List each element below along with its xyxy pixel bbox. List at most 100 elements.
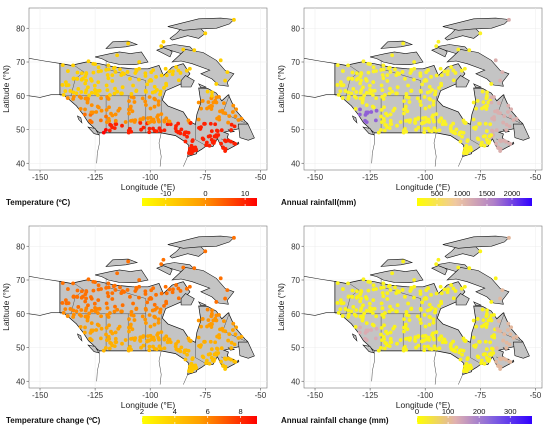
station-point <box>401 41 406 46</box>
station-point <box>350 288 355 293</box>
station-point <box>374 326 379 331</box>
station-point <box>152 302 157 307</box>
station-point <box>434 330 439 335</box>
station-point <box>460 352 464 357</box>
station-point <box>340 96 345 100</box>
station-point <box>233 114 238 119</box>
us-coastline <box>158 350 162 385</box>
station-point <box>221 364 226 368</box>
station-point <box>509 107 514 112</box>
station-point <box>66 69 70 73</box>
station-point <box>199 324 203 329</box>
station-point <box>439 334 444 339</box>
station-point <box>449 283 454 287</box>
station-point <box>431 102 436 107</box>
us-coastline <box>371 132 375 164</box>
station-point <box>431 113 435 118</box>
station-point <box>162 303 166 308</box>
station-point <box>369 328 374 332</box>
station-point <box>502 332 507 337</box>
station-point <box>507 17 511 22</box>
province-boundary <box>380 278 421 314</box>
y-tick-label: 40 <box>16 159 25 168</box>
station-point <box>379 338 384 343</box>
station-point <box>434 262 439 267</box>
province-boundary <box>161 95 163 133</box>
station-point <box>154 292 158 297</box>
station-point <box>207 143 212 148</box>
station-point <box>220 326 225 331</box>
station-point <box>476 137 481 142</box>
station-point <box>123 338 128 342</box>
station-point <box>370 93 375 97</box>
station-point <box>138 339 143 343</box>
station-point <box>60 63 65 68</box>
station-point <box>189 361 194 366</box>
station-point <box>149 296 154 301</box>
station-point <box>130 109 135 114</box>
station-point <box>392 324 397 329</box>
station-point <box>379 286 384 290</box>
arctic-island <box>238 341 255 359</box>
station-point <box>429 292 433 297</box>
station-point <box>418 289 423 294</box>
station-point <box>110 297 115 301</box>
station-point <box>89 103 94 108</box>
station-point <box>415 96 420 101</box>
y-tick-label: 80 <box>291 242 300 251</box>
y-tick-label: 60 <box>16 310 25 319</box>
station-point <box>419 103 423 107</box>
station-point <box>205 89 210 94</box>
station-point <box>403 344 407 349</box>
station-point <box>356 294 360 299</box>
station-point <box>338 89 343 94</box>
station-point <box>382 346 387 351</box>
station-point <box>388 122 393 127</box>
station-point <box>188 148 193 153</box>
station-point <box>412 60 417 64</box>
station-point <box>126 41 131 46</box>
station-point <box>459 286 464 291</box>
station-point <box>394 309 399 314</box>
station-point <box>401 130 406 135</box>
arctic-island <box>76 115 83 124</box>
station-point <box>471 318 476 323</box>
station-point <box>439 116 444 121</box>
station-point <box>354 90 359 94</box>
station-point <box>120 123 124 128</box>
station-point <box>226 356 231 361</box>
station-point <box>223 367 228 371</box>
station-point <box>405 336 410 341</box>
station-point <box>440 122 445 127</box>
station-point <box>127 111 131 116</box>
station-point <box>484 129 489 134</box>
station-point <box>343 307 348 311</box>
arctic-island <box>472 83 482 89</box>
station-point <box>232 342 237 347</box>
station-point <box>418 317 423 322</box>
legend-tick-label: 0 <box>203 189 207 198</box>
station-point <box>390 53 395 58</box>
station-point <box>220 108 225 113</box>
station-point <box>373 336 378 341</box>
station-point <box>83 299 88 304</box>
arctic-island <box>362 344 375 354</box>
station-point <box>148 324 153 329</box>
station-point <box>462 66 467 71</box>
station-point <box>371 323 376 328</box>
station-point <box>434 129 438 133</box>
station-point <box>87 93 92 98</box>
us-coastline <box>158 132 162 167</box>
station-point <box>83 96 88 101</box>
station-point <box>379 83 384 88</box>
y-tick-label: 70 <box>291 276 300 285</box>
station-point <box>424 296 429 301</box>
station-point <box>96 65 101 70</box>
station-point <box>158 310 163 314</box>
station-point <box>507 124 512 129</box>
station-point <box>202 339 207 344</box>
station-point <box>223 296 228 301</box>
station-point <box>442 69 447 74</box>
map-rainfall-change: -150 -125 -100 -75 -50 80 70 60 50 40 Longitude (°… <box>276 225 543 425</box>
station-point <box>361 277 366 282</box>
